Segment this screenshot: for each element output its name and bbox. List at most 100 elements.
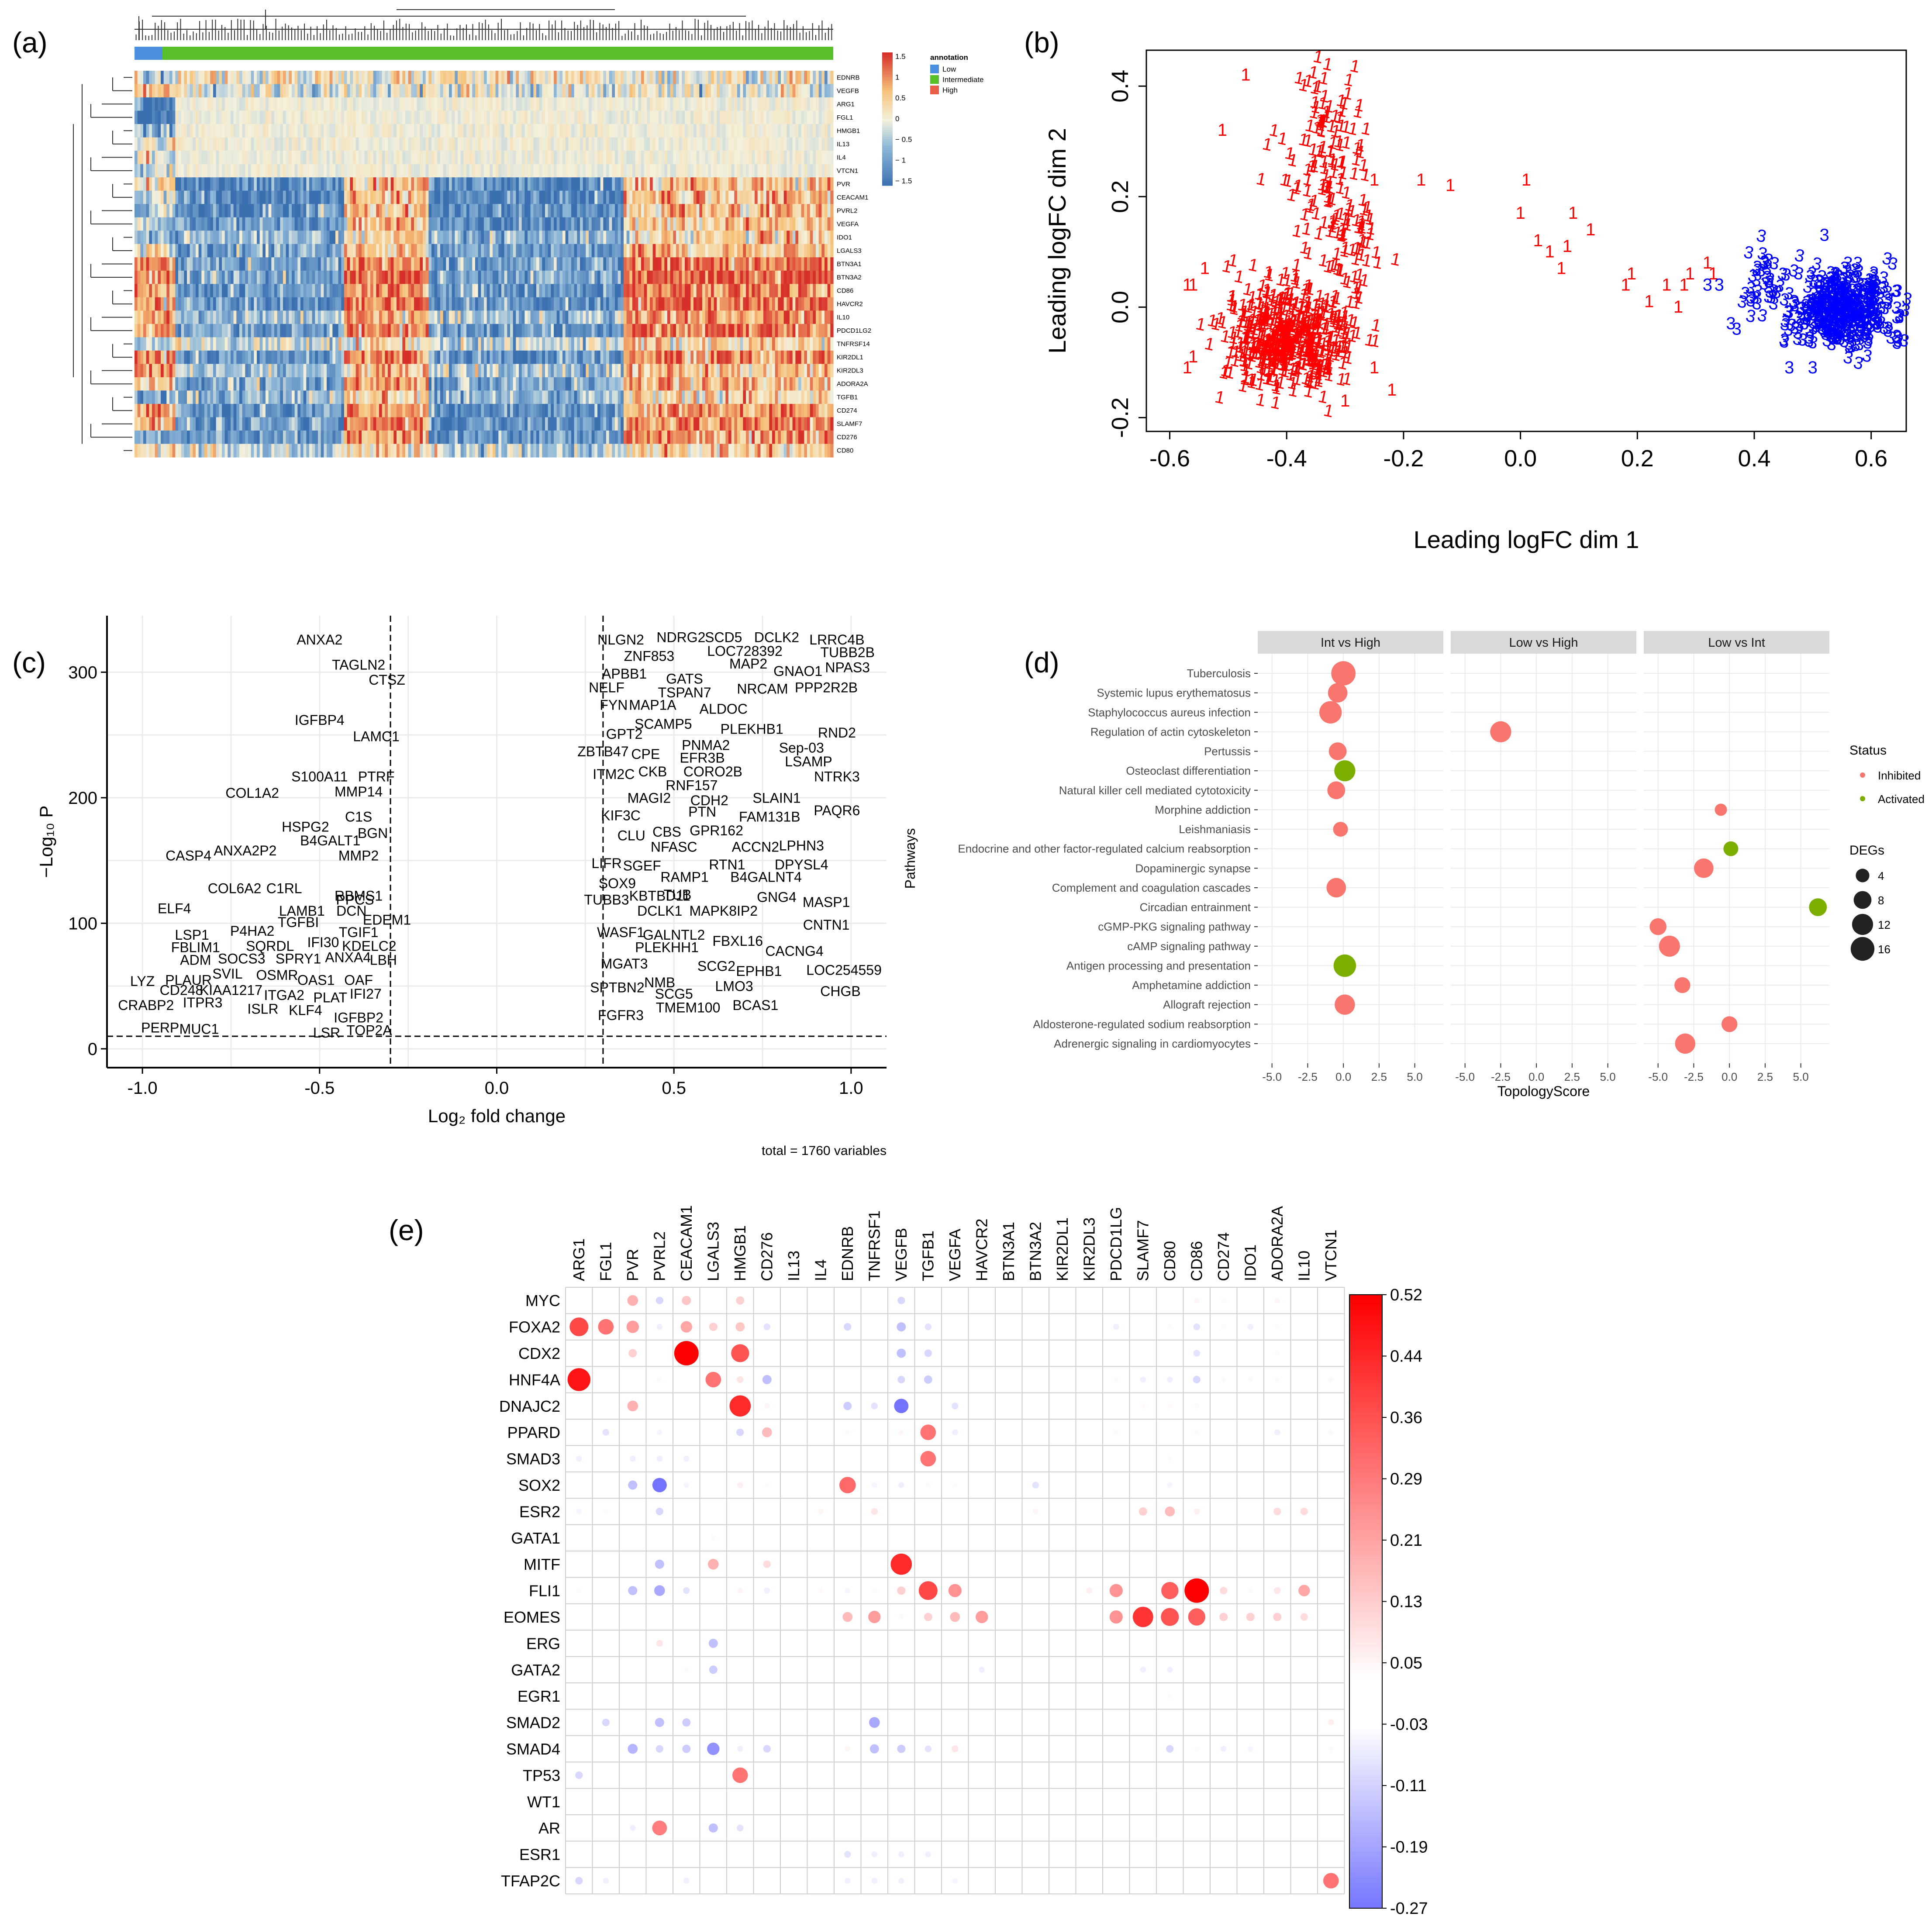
heatmap-cell <box>222 71 225 85</box>
heatmap-cell <box>341 137 345 151</box>
heatmap-cell <box>545 97 549 111</box>
heatmap-cell <box>603 364 607 378</box>
heatmap-cell <box>603 110 607 124</box>
heatmap-cell <box>443 151 446 165</box>
heatmap-cell <box>463 444 467 458</box>
heatmap-cell <box>414 97 417 111</box>
heatmap-cell <box>163 177 167 191</box>
heatmap-cell <box>388 204 391 218</box>
heatmap-cell <box>551 231 554 245</box>
heatmap-cell <box>618 84 621 98</box>
heatmap-cell <box>379 71 383 85</box>
heatmap-cell <box>507 110 511 124</box>
heatmap-cell <box>239 151 243 165</box>
heatmap-cell <box>143 284 147 298</box>
heatmap-cell <box>443 430 446 445</box>
heatmap-cell <box>574 137 577 151</box>
heatmap-cell <box>231 204 234 218</box>
heatmap-cell <box>318 97 321 111</box>
heatmap-cell <box>393 244 397 258</box>
heatmap-cell <box>166 204 170 218</box>
heatmap-cell <box>399 390 403 404</box>
heatmap-cell <box>149 417 152 431</box>
heatmap-cell <box>519 444 522 458</box>
heatmap-cell <box>367 337 371 351</box>
heatmap-cell <box>262 177 266 191</box>
heatmap-cell <box>580 110 583 124</box>
heatmap-cell <box>257 177 260 191</box>
heatmap-cell <box>231 337 234 351</box>
heatmap-cell <box>612 137 615 151</box>
heatmap-cell <box>565 350 569 364</box>
heatmap-cell <box>449 324 452 338</box>
heatmap-cell <box>490 110 493 124</box>
heatmap-cell <box>216 84 219 98</box>
heatmap-cell <box>312 204 315 218</box>
heatmap-cell <box>443 297 446 311</box>
heatmap-cell <box>169 151 173 165</box>
heatmap-cell <box>533 444 537 458</box>
heatmap-cell <box>329 110 333 124</box>
heatmap-cell <box>300 403 304 418</box>
heatmap-cell <box>367 124 371 138</box>
heatmap-cell <box>551 377 554 391</box>
heatmap-cell <box>181 377 184 391</box>
heatmap-cell <box>254 364 257 378</box>
heatmap-cell <box>458 124 461 138</box>
heatmap-cell <box>222 403 225 418</box>
heatmap-cell <box>501 310 505 324</box>
heatmap-cell <box>528 124 531 138</box>
heatmap-cell <box>286 390 289 404</box>
heatmap-cell <box>283 430 286 445</box>
heatmap-cell <box>624 310 627 324</box>
heatmap-cell <box>233 350 237 364</box>
heatmap-cell <box>193 151 196 165</box>
heatmap-cell <box>397 417 400 431</box>
heatmap-cell <box>149 71 152 85</box>
heatmap-cell <box>332 324 336 338</box>
heatmap-cell <box>632 310 636 324</box>
heatmap-cell <box>615 164 618 178</box>
heatmap-cell <box>327 97 330 111</box>
heatmap-cell <box>504 337 507 351</box>
heatmap-cell <box>251 124 254 138</box>
heatmap-cell <box>347 417 350 431</box>
heatmap-cell <box>609 71 612 85</box>
heatmap-cell <box>213 217 217 231</box>
heatmap-cell <box>618 231 621 245</box>
heatmap-cell <box>207 390 210 404</box>
heatmap-cell <box>318 164 321 178</box>
heatmap-cell <box>324 204 327 218</box>
heatmap-cell <box>367 97 371 111</box>
heatmap-cell <box>190 71 193 85</box>
heatmap-cell <box>417 177 420 191</box>
heatmap-cell <box>201 71 205 85</box>
heatmap-cell <box>420 270 423 284</box>
heatmap-cell <box>484 124 487 138</box>
heatmap-cell <box>196 284 199 298</box>
heatmap-cell <box>571 364 575 378</box>
heatmap-cell <box>321 244 324 258</box>
heatmap-cell <box>586 377 589 391</box>
heatmap-cell <box>155 190 158 204</box>
heatmap-cell <box>327 270 330 284</box>
heatmap-cell <box>478 364 481 378</box>
heatmap-cell <box>262 444 266 458</box>
heatmap-cell <box>577 217 580 231</box>
heatmap-cell <box>207 97 210 111</box>
heatmap-cell <box>309 190 313 204</box>
heatmap-cell <box>158 297 161 311</box>
heatmap-cell <box>597 417 601 431</box>
heatmap-cell <box>382 177 385 191</box>
heatmap-cell <box>452 284 455 298</box>
heatmap-cell <box>615 97 618 111</box>
heatmap-cell <box>297 164 301 178</box>
heatmap-cell <box>166 217 170 231</box>
heatmap-cell <box>498 390 502 404</box>
heatmap-cell <box>594 244 598 258</box>
heatmap-cell <box>405 71 409 85</box>
heatmap-cell <box>163 377 167 391</box>
heatmap-cell <box>624 71 627 85</box>
heatmap-cell <box>580 177 583 191</box>
heatmap-cell <box>341 71 345 85</box>
